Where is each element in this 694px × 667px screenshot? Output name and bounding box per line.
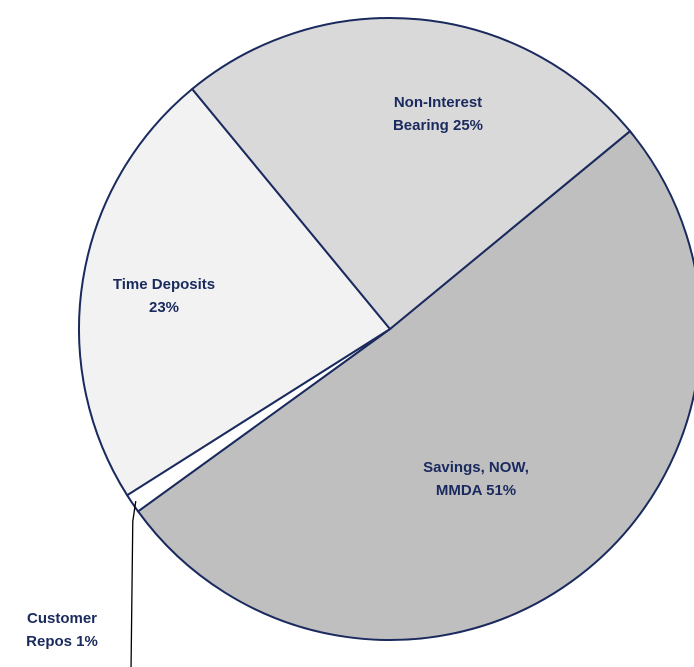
value-label: 25% xyxy=(453,117,484,134)
category-name: Non-Interest Bearing xyxy=(392,94,483,134)
category-name: Savings, NOW, MMDA xyxy=(423,459,529,499)
pie-slice xyxy=(78,87,392,497)
slice-label: Non-Interest Bearing 25% xyxy=(386,91,491,137)
value-label: 1% xyxy=(76,633,98,650)
category-name: Customer Repos xyxy=(26,610,97,650)
pie-slice xyxy=(190,17,632,331)
slice-label: Customer Repos 1% xyxy=(22,607,102,653)
leader-line xyxy=(130,501,137,667)
slice-label: Time Deposits 23% xyxy=(102,273,227,319)
slice-label: Savings, NOW, MMDA 51% xyxy=(414,456,539,502)
value-label: 23% xyxy=(148,299,180,316)
category-name: Time Deposits xyxy=(112,276,216,293)
value-label: 51% xyxy=(486,482,517,499)
